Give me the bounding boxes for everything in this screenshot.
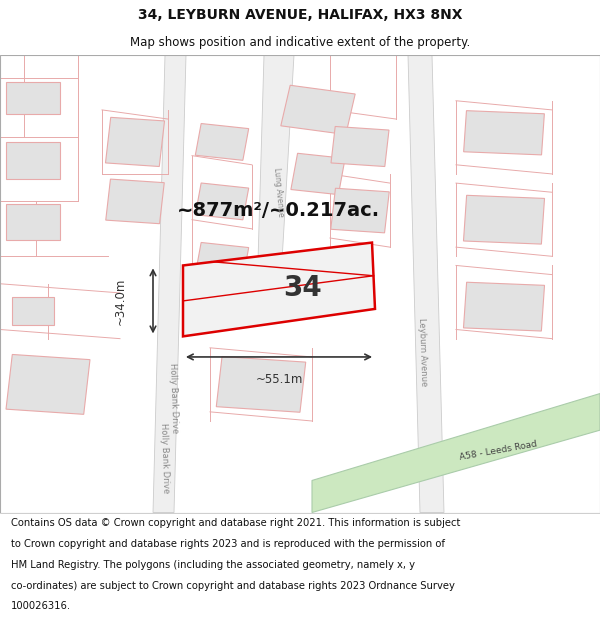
Text: ~34.0m: ~34.0m [113,278,127,324]
Polygon shape [196,124,248,161]
Polygon shape [331,188,389,233]
Polygon shape [291,153,345,194]
Polygon shape [463,282,545,331]
Text: Contains OS data © Crown copyright and database right 2021. This information is : Contains OS data © Crown copyright and d… [11,518,460,528]
Polygon shape [153,55,186,512]
Polygon shape [12,298,54,325]
Text: A58 - Leeds Road: A58 - Leeds Road [458,439,538,462]
Text: Leyburn Avenue: Leyburn Avenue [418,318,428,387]
Text: ~55.1m: ~55.1m [256,373,302,386]
Polygon shape [106,118,164,166]
Polygon shape [216,356,306,412]
Text: Holly Bank Drive: Holly Bank Drive [159,422,171,493]
Polygon shape [6,204,60,240]
Polygon shape [464,111,544,155]
Polygon shape [196,242,248,279]
Polygon shape [312,394,600,512]
Text: Lung Avenue: Lung Avenue [272,168,286,217]
Text: HM Land Registry. The polygons (including the associated geometry, namely x, y: HM Land Registry. The polygons (includin… [11,560,415,570]
Polygon shape [463,195,545,244]
Text: 100026316.: 100026316. [11,601,71,611]
Text: co-ordinates) are subject to Crown copyright and database rights 2023 Ordnance S: co-ordinates) are subject to Crown copyr… [11,581,455,591]
Text: ~877m²/~0.217ac.: ~877m²/~0.217ac. [177,201,380,220]
Text: Map shows position and indicative extent of the property.: Map shows position and indicative extent… [130,36,470,49]
Polygon shape [183,242,375,336]
Polygon shape [6,142,60,179]
Polygon shape [106,179,164,224]
Polygon shape [6,82,60,114]
Polygon shape [331,126,389,166]
Text: 34: 34 [283,274,322,302]
Polygon shape [281,85,355,134]
Polygon shape [196,183,248,220]
Polygon shape [6,354,90,414]
Polygon shape [408,55,444,512]
Polygon shape [258,55,294,261]
Text: Holly Bank Drive: Holly Bank Drive [168,362,180,434]
Text: to Crown copyright and database rights 2023 and is reproduced with the permissio: to Crown copyright and database rights 2… [11,539,445,549]
Text: 34, LEYBURN AVENUE, HALIFAX, HX3 8NX: 34, LEYBURN AVENUE, HALIFAX, HX3 8NX [138,8,462,22]
